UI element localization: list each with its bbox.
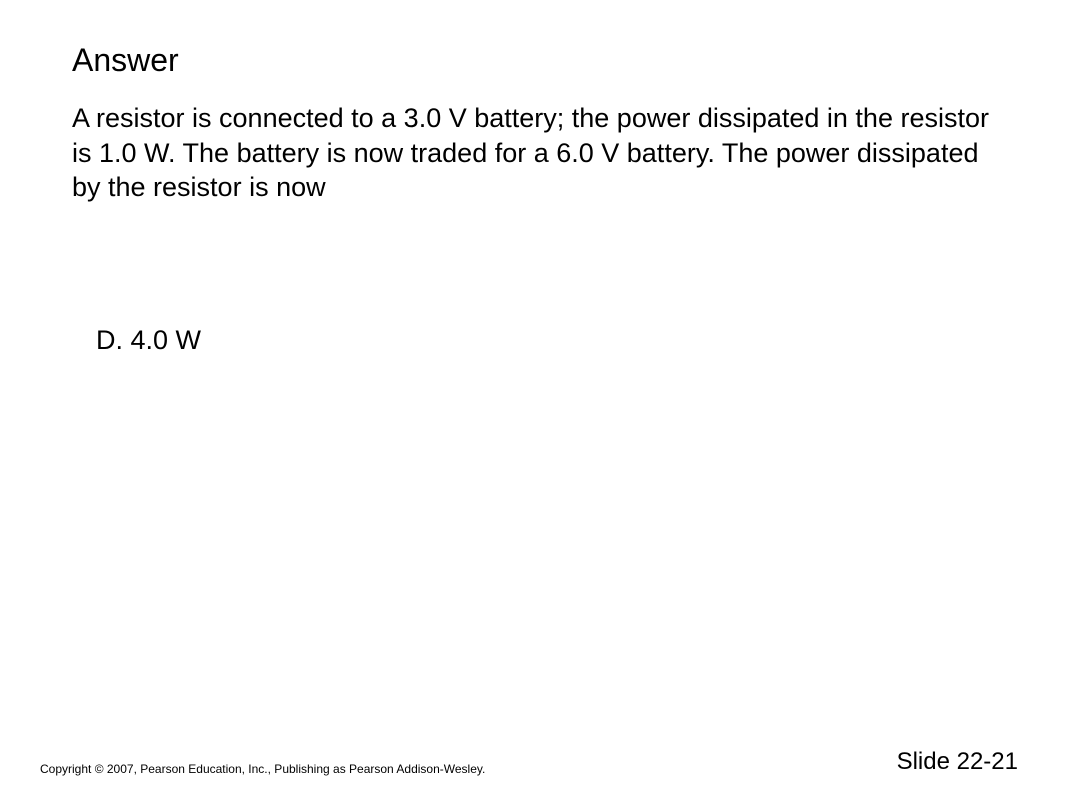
slide-title: Answer — [72, 42, 994, 79]
answer-text: D. 4.0 W — [96, 325, 994, 356]
question-text: A resistor is connected to a 3.0 V batte… — [72, 101, 992, 205]
copyright-text: Copyright © 2007, Pearson Education, Inc… — [40, 762, 485, 776]
slide-container: Answer A resistor is connected to a 3.0 … — [0, 0, 1066, 800]
slide-footer: Copyright © 2007, Pearson Education, Inc… — [0, 748, 1066, 776]
slide-number: Slide 22-21 — [897, 748, 1018, 776]
